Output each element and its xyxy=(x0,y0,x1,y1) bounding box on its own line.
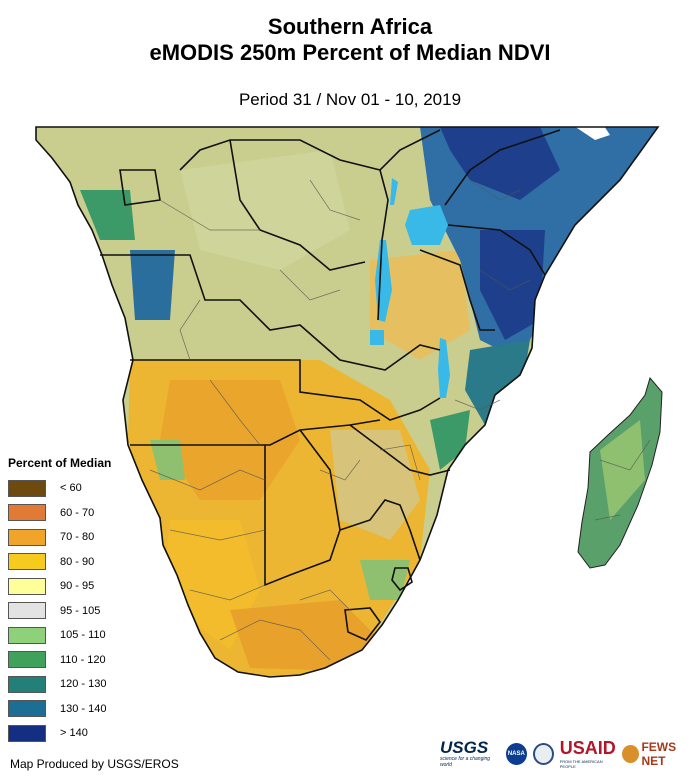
legend-label: > 140 xyxy=(60,727,88,740)
legend-label: 105 - 110 xyxy=(60,629,106,642)
legend-title: Percent of Median xyxy=(8,456,112,470)
fews-net-logo: FEWS NET xyxy=(622,740,700,768)
legend-swatch xyxy=(8,626,46,644)
legend-label: 120 - 130 xyxy=(60,678,107,691)
usaid-logo: USAID FROM THE AMERICAN PEOPLE xyxy=(559,738,616,769)
fews-globe-icon xyxy=(622,744,640,763)
legend-label: 110 - 120 xyxy=(60,653,106,666)
legend-swatch xyxy=(8,675,46,693)
legend-swatch xyxy=(8,479,46,497)
ndvi-map xyxy=(35,120,663,678)
legend-item: 70 - 80 xyxy=(8,525,111,550)
legend-item: 60 - 70 xyxy=(8,501,111,526)
legend-swatch xyxy=(8,504,46,522)
legend-swatch xyxy=(8,602,46,620)
usgs-logo: USGS science for a changing world xyxy=(440,737,491,768)
legend-swatch xyxy=(8,553,46,571)
map-credit: Map Produced by USGS/EROS xyxy=(10,757,179,771)
logo-strip: USGS science for a changing world NASA U… xyxy=(440,738,700,769)
map-title-line-2: eMODIS 250m Percent of Median NDVI xyxy=(149,40,551,65)
legend-swatch xyxy=(8,577,46,595)
legend-swatch xyxy=(8,651,46,669)
legend-item: 90 - 95 xyxy=(8,574,111,599)
legend-swatch xyxy=(8,528,46,546)
legend-label: 130 - 140 xyxy=(60,702,107,715)
legend-item: > 140 xyxy=(8,721,111,746)
legend-item: 80 - 90 xyxy=(8,550,111,575)
map-title-line-1: Southern Africa xyxy=(267,14,433,39)
legend-item: < 60 xyxy=(8,476,111,501)
legend: Percent of Median < 60 60 - 70 70 - 80 80 -… xyxy=(8,456,111,746)
legend-label: 70 - 80 xyxy=(60,531,95,544)
nasa-logo: NASA xyxy=(505,742,527,765)
legend-item: 95 - 105 xyxy=(8,599,111,624)
legend-item: 130 - 140 xyxy=(8,697,111,722)
legend-label: < 60 xyxy=(60,482,82,495)
legend-label: 90 - 95 xyxy=(60,580,95,593)
lake-victoria xyxy=(405,205,448,245)
legend-item: 120 - 130 xyxy=(8,672,111,697)
legend-label: 80 - 90 xyxy=(60,555,95,568)
legend-swatch xyxy=(8,700,46,718)
seal-logo xyxy=(532,742,554,765)
lake-malawi xyxy=(438,338,450,398)
legend-swatch xyxy=(8,724,46,742)
legend-item: 110 - 120 xyxy=(8,648,111,673)
legend-item: 105 - 110 xyxy=(8,623,111,648)
legend-label: 60 - 70 xyxy=(60,506,95,519)
legend-label: 95 - 105 xyxy=(60,604,101,617)
map-period-subtitle: Period 31 / Nov 01 - 10, 2019 xyxy=(238,90,462,109)
